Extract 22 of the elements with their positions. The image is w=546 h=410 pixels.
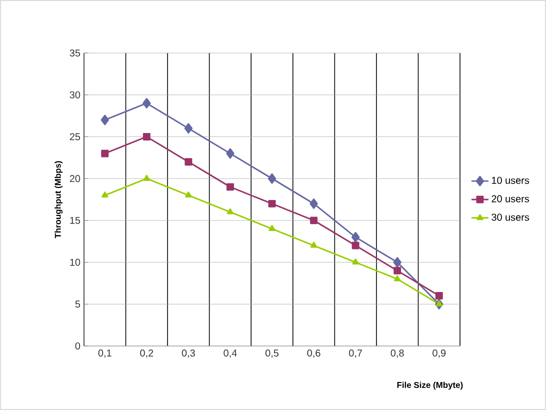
legend-label: 10 users [492,176,530,184]
legend-label: 30 users [492,214,530,221]
y-tick-label: 10 [70,258,80,266]
legend-label: 20 users [492,195,530,202]
x-tick-label: 0,5 [265,350,279,358]
x-tick-label: 0,2 [140,350,154,358]
y-tick-label: 15 [70,216,80,224]
x-tick-label: 0,6 [307,350,320,358]
y-axis-title: Throughput (Mbps) [54,161,63,238]
y-tick-label: 25 [70,133,80,140]
x-tick-label: 0,8 [390,350,404,358]
x-tick-label: 0,9 [432,350,446,358]
y-tick-label: 35 [70,49,80,57]
x-tick-label: 0,4 [224,350,237,358]
y-tick-label: 0 [75,342,80,350]
y-tick-label: 30 [70,91,80,98]
x-tick-label: 0,3 [182,350,195,358]
x-tick-label: 0,1 [98,350,112,358]
y-tick-label: 20 [70,175,80,182]
y-tick-label: 5 [75,300,80,308]
x-axis-title: File Size (Mbyte) [397,382,463,390]
x-tick-label: 0,7 [349,350,362,358]
